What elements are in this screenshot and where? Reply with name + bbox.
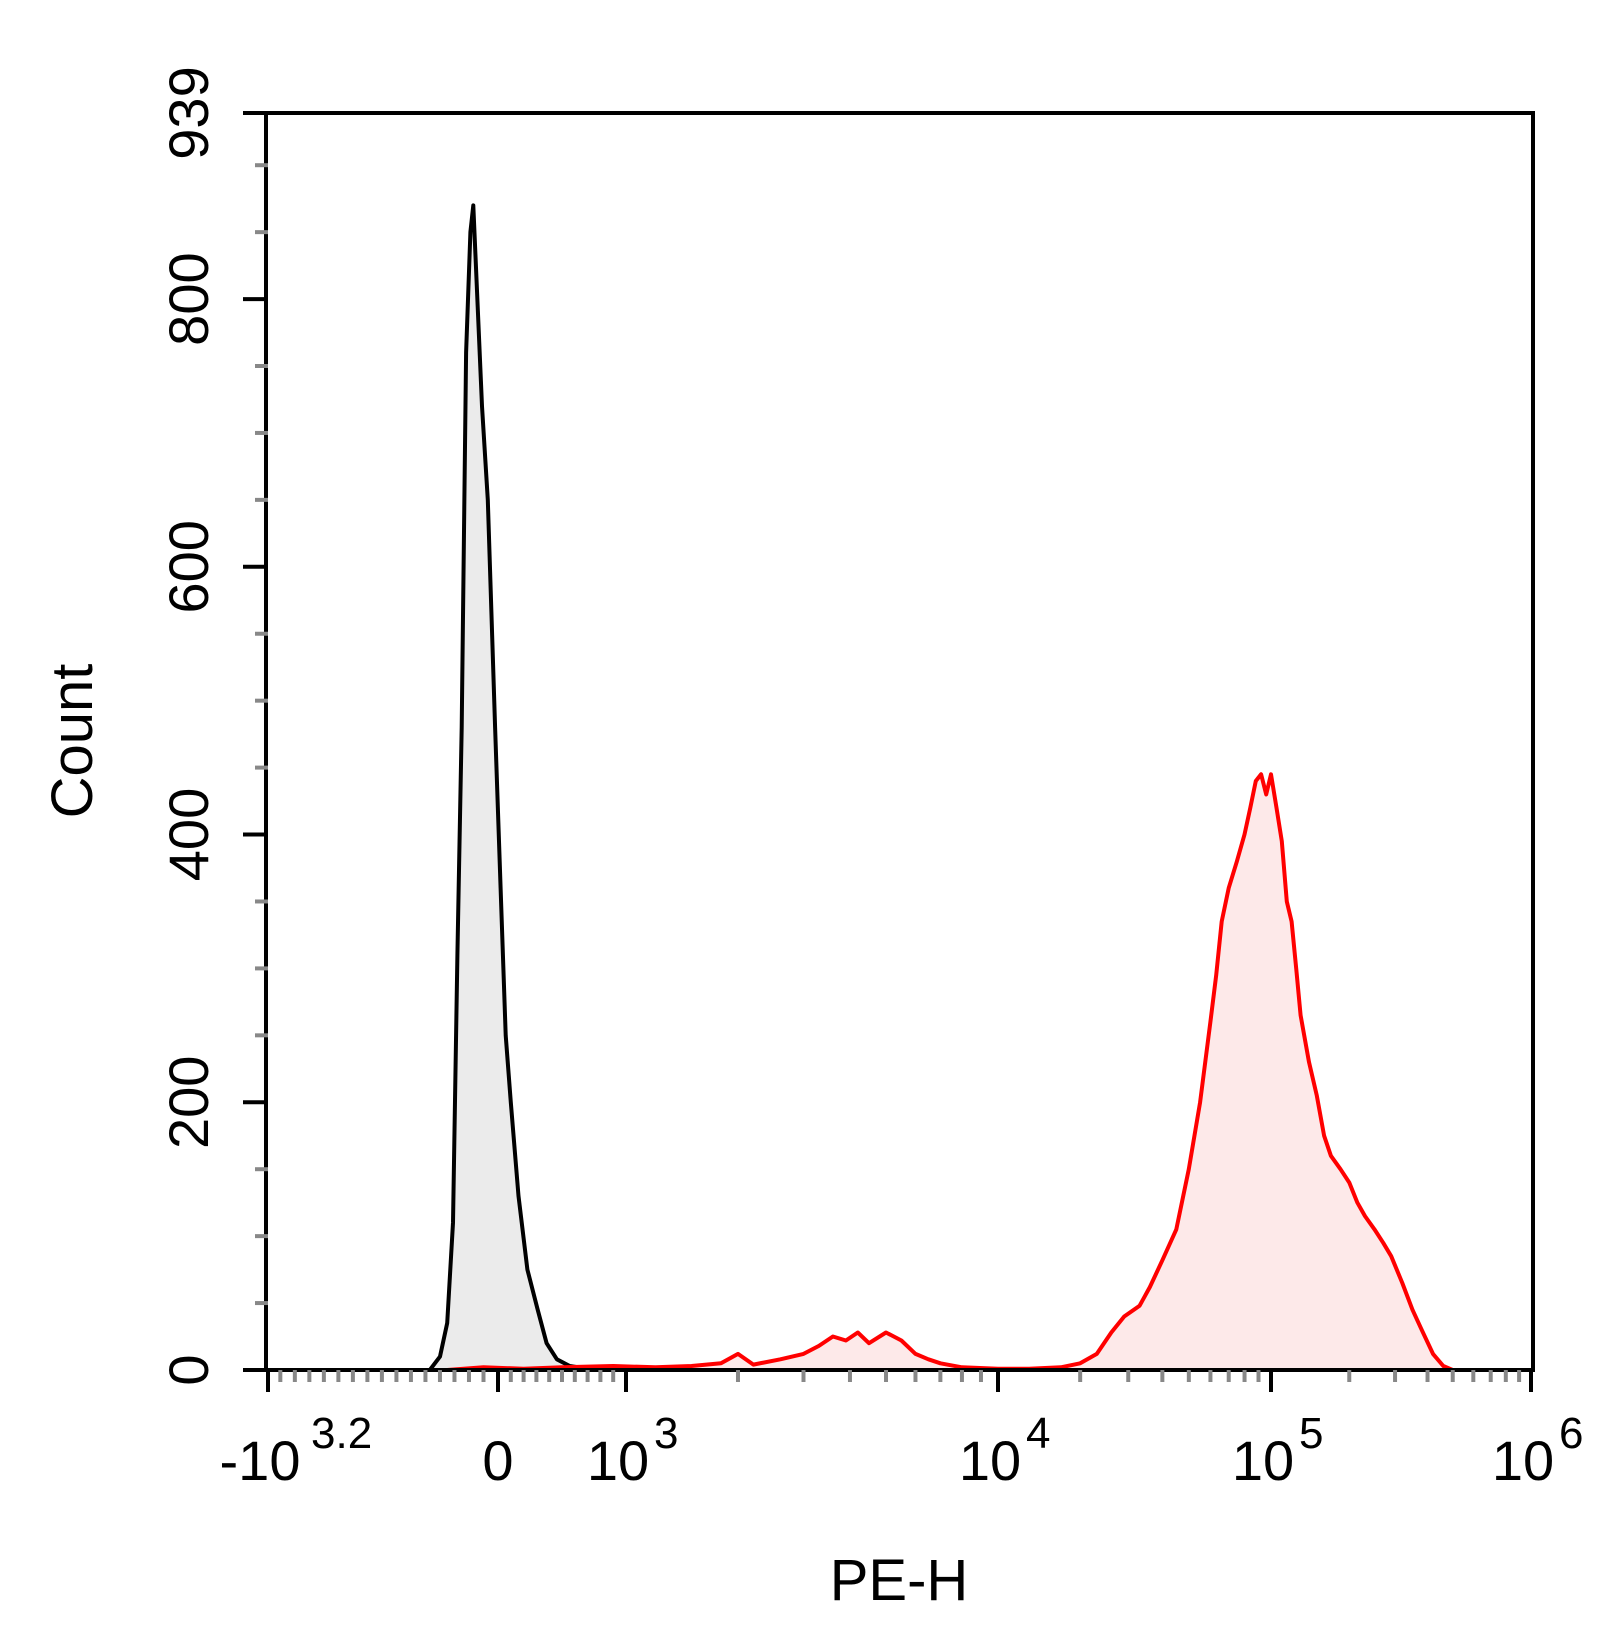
- y-tick-label-3: 600: [157, 520, 220, 613]
- x-tick-exponent-4: 5: [1299, 1409, 1323, 1458]
- series-0-line: [428, 203, 607, 1372]
- y-tick-label-5: 939: [157, 66, 220, 159]
- x-tick-exponent-3: 4: [1026, 1409, 1050, 1458]
- series-0-fill: [429, 205, 607, 1370]
- y-minor-ticks: [255, 163, 268, 1306]
- x-tick-exponent-0: 3.2: [311, 1409, 372, 1458]
- x-tick-label-1: 0: [482, 1429, 513, 1492]
- x-tick-label-2: 10: [587, 1429, 649, 1492]
- series-1-line: [447, 772, 1454, 1372]
- y-tick-label-0: 0: [157, 1354, 220, 1385]
- y-axis-title: Count: [40, 664, 105, 819]
- x-tick-label-4: 10: [1232, 1429, 1294, 1492]
- series-1-fill: [447, 774, 1453, 1370]
- y-tick-label-2: 400: [157, 788, 220, 881]
- x-tick-exponent-5: 6: [1559, 1409, 1583, 1458]
- x-minor-ticks: [278, 1370, 1522, 1382]
- y-tick-label-4: 800: [157, 252, 220, 345]
- y-axis: 0 200 400 600 800 939: [157, 66, 268, 1386]
- series-layer: [428, 203, 1454, 1372]
- x-axis-title: PE-H: [830, 1548, 969, 1613]
- x-axis: -10 3.2 0 10 3 10 4 10 5 10 6: [220, 1370, 1583, 1492]
- x-tick-label-0: -10: [220, 1429, 301, 1492]
- plot-frame: [264, 111, 1535, 1372]
- y-tick-label-1: 200: [157, 1056, 220, 1149]
- x-tick-label-5: 10: [1492, 1429, 1554, 1492]
- x-tick-exponent-2: 3: [654, 1409, 678, 1458]
- x-tick-label-3: 10: [959, 1429, 1021, 1492]
